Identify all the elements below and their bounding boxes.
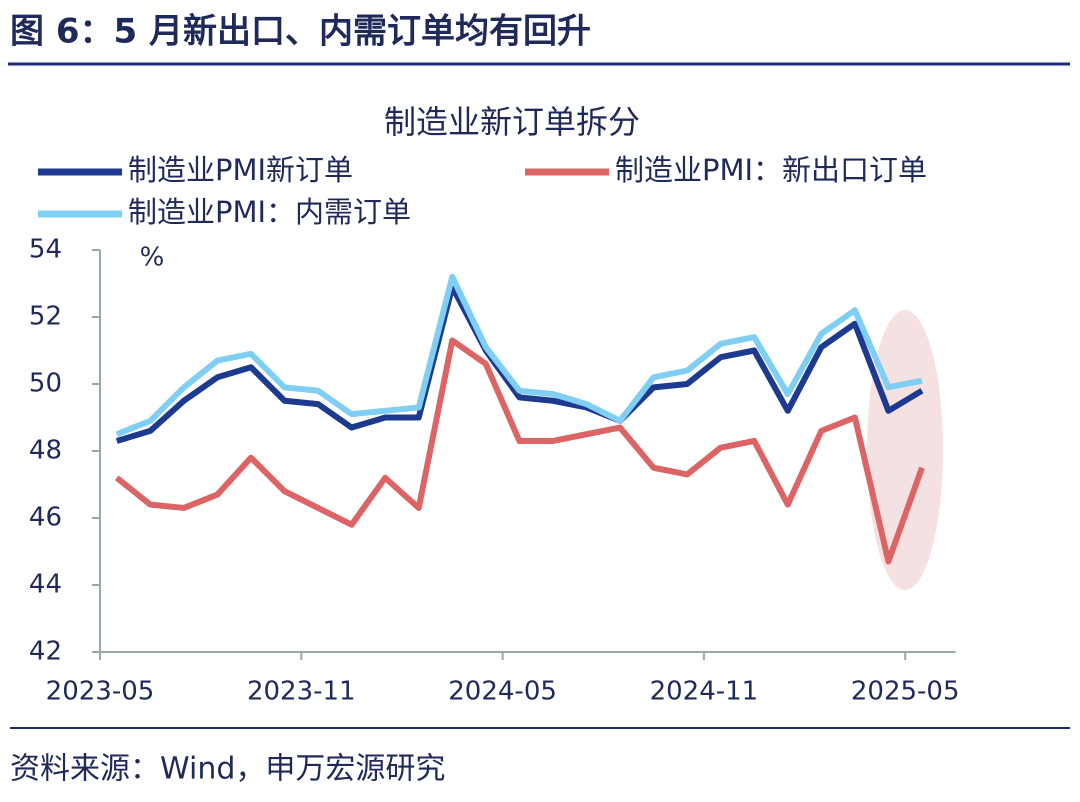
legend-label: 制造业PMI新订单 xyxy=(128,153,353,187)
y-tick-label: 44 xyxy=(29,570,62,600)
source: 资料来源：Wind，申万宏源研究 xyxy=(10,752,445,787)
y-unit: % xyxy=(140,243,165,273)
y-tick-label: 48 xyxy=(29,436,62,466)
legend-label: 制造业PMI：新出口订单 xyxy=(615,153,927,187)
series-line xyxy=(114,337,925,565)
y-tick-label: 54 xyxy=(29,235,62,265)
x-tick-label: 2024-11 xyxy=(650,677,759,707)
y-tick-label: 52 xyxy=(29,302,62,332)
legend-label: 制造业PMI：内需订单 xyxy=(128,195,411,229)
x-tick-label: 2023-05 xyxy=(46,677,155,707)
y-tick-label: 50 xyxy=(29,369,62,399)
figure-title: 图 6：5 月新出口、内需订单均有回升 xyxy=(10,12,591,52)
x-tick-label: 2025-05 xyxy=(851,677,960,707)
x-tick-label: 2023-11 xyxy=(247,677,356,707)
highlight xyxy=(867,310,943,590)
chart-title: 制造业新订单拆分 xyxy=(384,103,640,141)
series-line xyxy=(115,273,923,438)
x-tick-label: 2024-05 xyxy=(448,677,557,707)
y-tick-label: 42 xyxy=(29,637,62,667)
y-tick-label: 46 xyxy=(29,503,62,533)
series-line xyxy=(115,283,924,444)
